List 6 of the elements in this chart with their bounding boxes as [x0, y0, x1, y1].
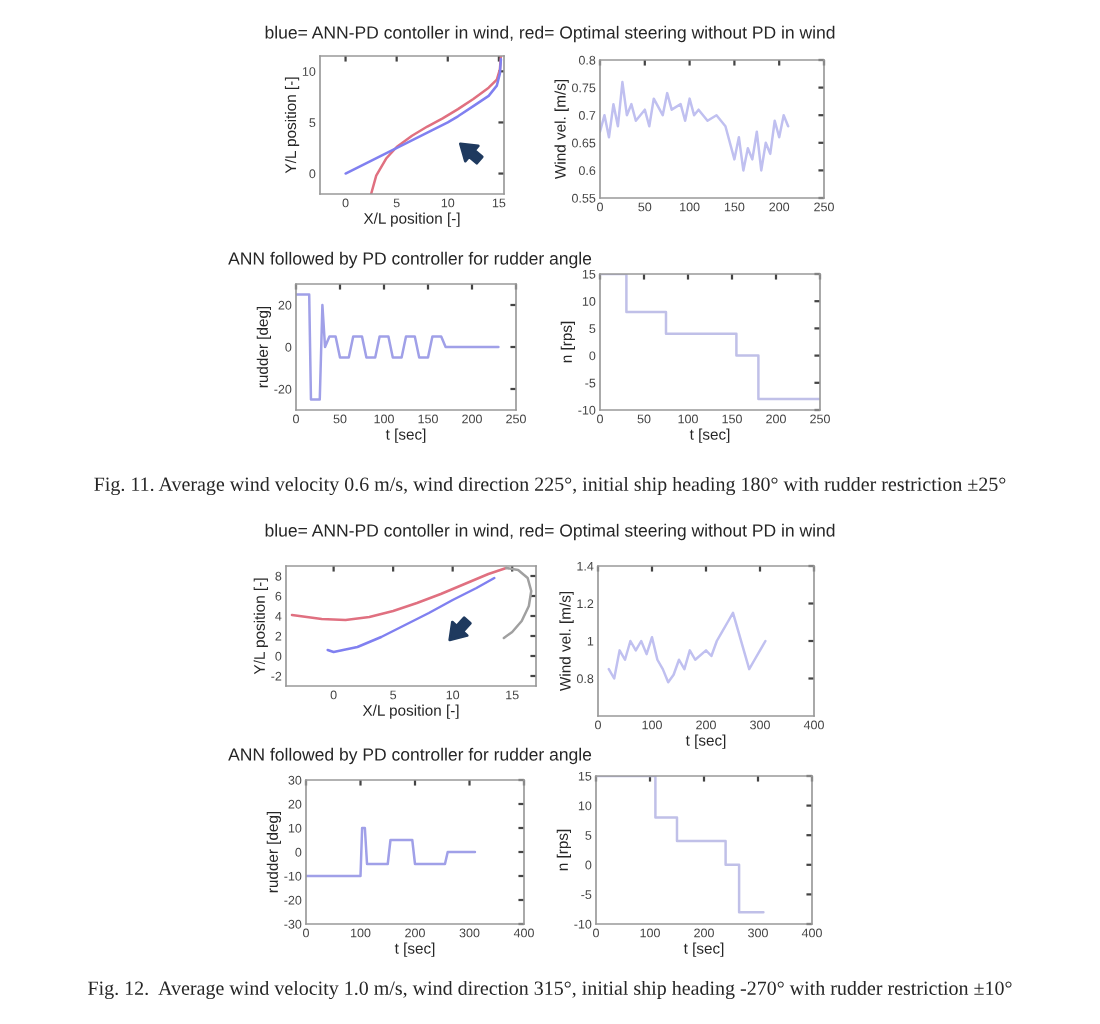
- chart-title: blue= ANN-PD contoller in wind, red= Optimal steering without PD in wind: [265, 523, 835, 541]
- chart-title: ANN followed by PD controller for rudder angle: [228, 747, 592, 765]
- chart-title: ANN followed by PD controller for rudder angle: [228, 251, 592, 269]
- text: blue= ANN-PD contoller in wind, red= Optimal steering without PD in wind: [265, 25, 835, 43]
- caption: Fig. 12. Average wind velocity 1.0 m/s, wind direction 315°, initial ship heading -270° with rudder restriction ±10°: [88, 980, 1012, 1000]
- caption: Fig. 11. Average wind velocity 0.6 m/s, wind direction 225°, initial ship heading 180° with rudder restriction ±25°: [94, 476, 1006, 496]
